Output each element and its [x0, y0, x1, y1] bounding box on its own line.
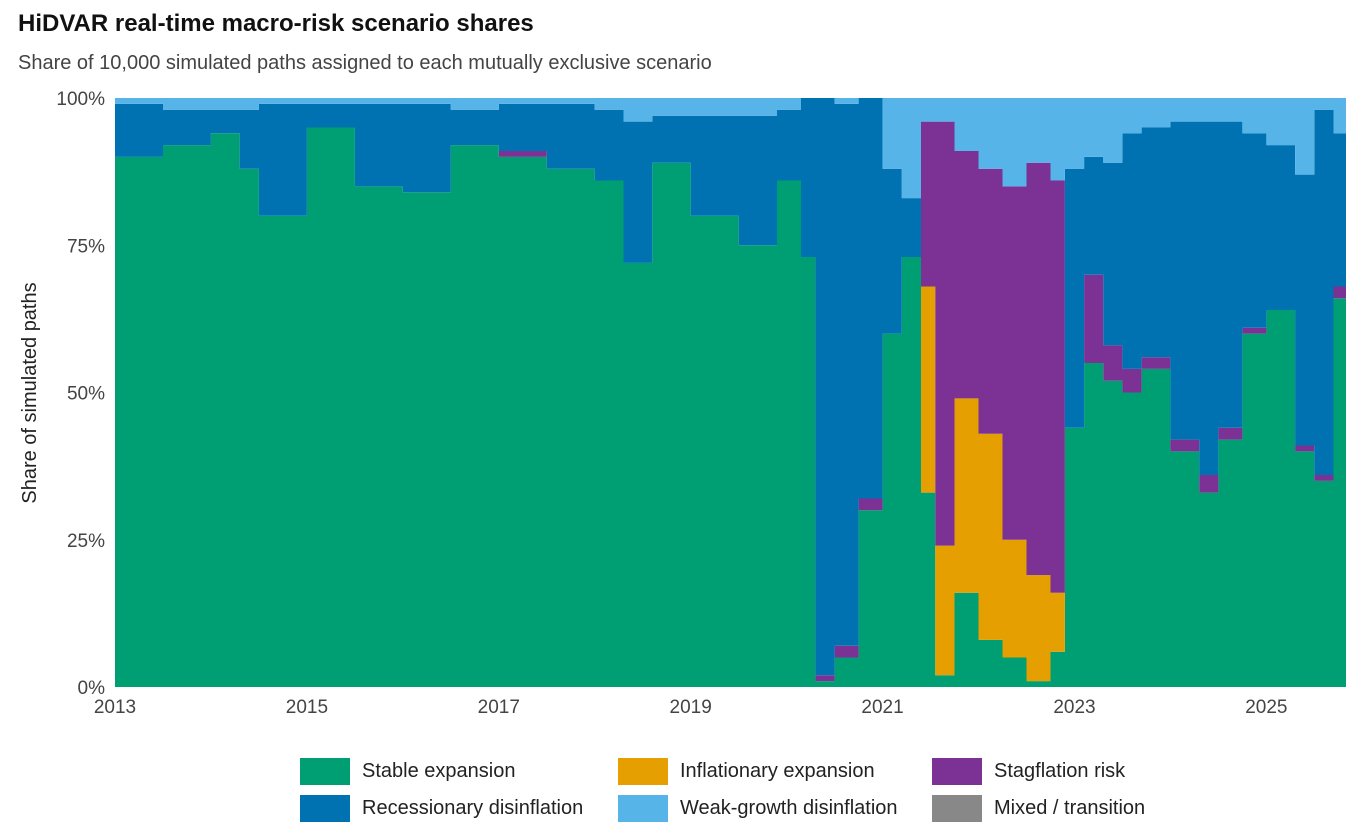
chart-subtitle: Share of 10,000 simulated paths assigned… [18, 52, 712, 74]
x-tick-label: 2017 [478, 697, 520, 718]
legend-swatch [618, 795, 668, 822]
x-tick-label: 2021 [861, 697, 903, 718]
legend-swatch [300, 758, 350, 785]
y-tick-label: 75% [67, 236, 105, 257]
legend-label: Weak-growth disinflation [680, 797, 898, 819]
y-axis: 0% 25% 50% 75% 100% [56, 89, 105, 699]
area-weak [115, 98, 1346, 199]
legend-item-recession: Recessionary disinflation [300, 795, 583, 822]
plot-areas [115, 98, 1346, 687]
legend-label: Mixed / transition [994, 797, 1146, 819]
x-tick-label: 2023 [1053, 697, 1095, 718]
area-recession [115, 98, 1346, 676]
y-tick-label: 100% [56, 89, 105, 110]
y-axis-label: Share of simulated paths [19, 282, 41, 503]
legend-swatch [932, 758, 982, 785]
area-stable [115, 127, 1346, 687]
legend-label: Stable expansion [362, 760, 516, 782]
stacked-area-chart: 0% 25% 50% 75% 100% 2013 2015 2017 2019 2021 2023… [19, 89, 1346, 718]
y-tick-label: 0% [78, 678, 106, 699]
y-tick-label: 25% [67, 531, 105, 552]
legend-item-stagflation: Stagflation risk [932, 758, 1125, 785]
x-tick-label: 2025 [1245, 697, 1287, 718]
legend-swatch [932, 795, 982, 822]
legend-label: Recessionary disinflation [362, 797, 584, 819]
legend-item-mixed: Mixed / transition [932, 795, 1145, 822]
x-tick-label: 2019 [670, 697, 712, 718]
legend-item-weak: Weak-growth disinflation [618, 795, 898, 822]
x-tick-label: 2015 [286, 697, 328, 718]
chart-title: HiDVAR real-time macro-risk scenario sha… [18, 10, 534, 37]
legend-swatch [300, 795, 350, 822]
x-tick-label: 2013 [94, 697, 136, 718]
legend-label: Inflationary expansion [680, 760, 875, 782]
x-axis: 2013 2015 2017 2019 2021 2023 2025 [94, 697, 1288, 718]
legend-swatch [618, 758, 668, 785]
y-tick-label: 50% [67, 384, 105, 405]
area-stagflation [115, 121, 1346, 682]
legend-item-inflation: Inflationary expansion [618, 758, 875, 785]
legend: Stable expansion Inflationary expansion St… [300, 758, 1200, 830]
legend-label: Stagflation risk [994, 760, 1126, 782]
legend-item-stable: Stable expansion [300, 758, 515, 785]
